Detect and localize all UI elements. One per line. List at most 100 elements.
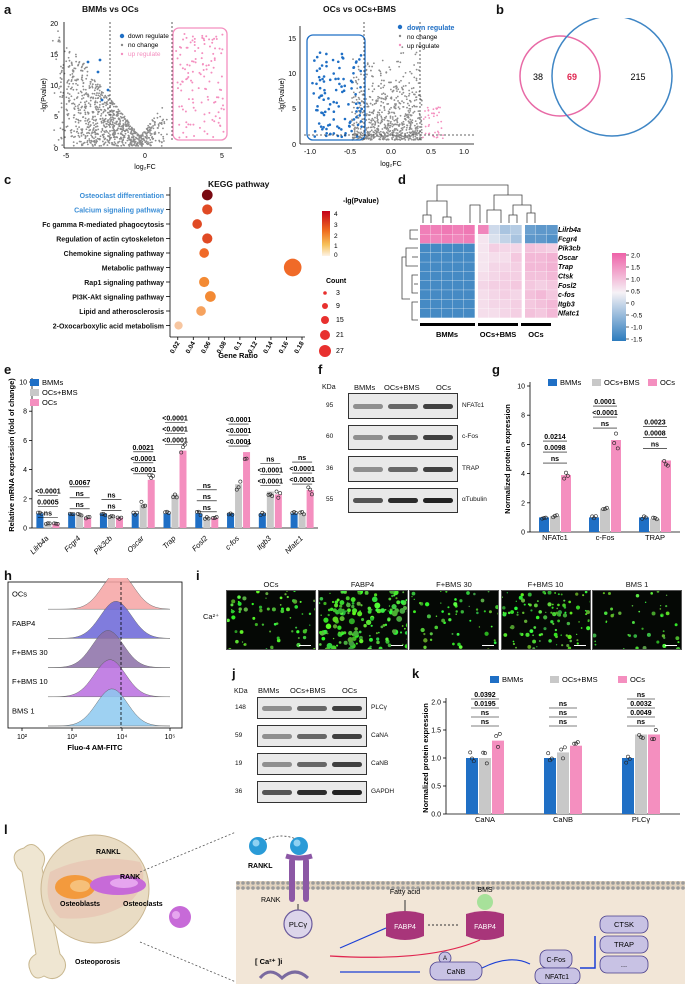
- point-down: [347, 103, 350, 106]
- data-point: [181, 445, 185, 449]
- point-nochange: [60, 106, 63, 109]
- heat-cell: [511, 252, 522, 262]
- point-down: [355, 110, 358, 113]
- point-down: [325, 127, 328, 131]
- point-up: [207, 98, 210, 101]
- membrane-lipid: [371, 881, 375, 885]
- point-nochange: [100, 144, 103, 147]
- heat-cell: [464, 280, 475, 290]
- kegg-xtick: 0.06: [200, 340, 213, 355]
- point-down: [350, 129, 353, 133]
- protein-band: [332, 762, 362, 767]
- point-down: [323, 110, 327, 114]
- point-nochange: [140, 137, 143, 139]
- point-nochange: [372, 131, 375, 133]
- point-nochange: [415, 77, 418, 80]
- point-nochange: [88, 138, 91, 140]
- point-down: [318, 67, 322, 70]
- point-down: [347, 124, 351, 128]
- rankl-label: RANKL: [248, 863, 273, 870]
- membrane-lipid: [321, 881, 325, 885]
- point-nochange: [86, 74, 89, 77]
- point-nochange: [86, 120, 89, 122]
- point-nochange: [389, 88, 392, 91]
- point-nochange: [391, 111, 393, 114]
- panel-label-h: h: [4, 568, 12, 583]
- point-nochange: [75, 79, 78, 82]
- point-nochange: [399, 114, 402, 117]
- point-nochange: [98, 138, 100, 141]
- point-nochange: [394, 118, 397, 121]
- membrane-lipid: [311, 881, 315, 885]
- membrane-lipid: [471, 881, 475, 885]
- membrane-lipid: [646, 886, 650, 890]
- point-nochange: [382, 97, 385, 100]
- protein-band: [423, 435, 453, 441]
- point-nochange: [78, 103, 81, 106]
- point-nochange: [136, 138, 139, 140]
- molecular-weight: 95: [326, 401, 334, 409]
- point-nochange: [73, 98, 76, 101]
- heat-cell: [547, 290, 558, 300]
- point-nochange: [147, 136, 150, 139]
- point-down: [106, 88, 110, 92]
- point-nochange: [99, 100, 102, 103]
- y-axis-label: -lg(Pvalue): [41, 78, 48, 112]
- point-nochange: [380, 97, 383, 100]
- heat-cell: [478, 290, 489, 300]
- membrane-lipid: [601, 886, 605, 890]
- up-regulated-box: [172, 27, 228, 141]
- point-nochange: [94, 101, 96, 104]
- point-nochange: [415, 68, 418, 71]
- membrane-lipid: [646, 881, 650, 885]
- point-nochange: [122, 129, 125, 132]
- heat-cell: [420, 290, 431, 300]
- point-nochange: [417, 94, 420, 97]
- calcium-image-grid: OCs FABP4 F+BMS 30 F+BMS 10 BMS 1: [226, 580, 682, 652]
- point-nochange: [405, 129, 408, 131]
- point-nochange: [157, 123, 160, 126]
- point-nochange: [84, 119, 87, 122]
- point-nochange: [384, 126, 387, 128]
- point-nochange: [415, 96, 417, 99]
- point-down: [331, 58, 335, 62]
- point-up: [192, 60, 195, 63]
- point-nochange: [357, 78, 360, 81]
- kegg-count-title: Count: [326, 278, 347, 285]
- heat-cell: [420, 243, 431, 253]
- point-nochange: [130, 144, 133, 146]
- point-nochange: [120, 116, 123, 119]
- point-up: [187, 76, 190, 79]
- point-up: [184, 110, 187, 113]
- point-nochange: [405, 98, 408, 101]
- point-nochange: [103, 125, 106, 128]
- calcineurin-a-label: A: [443, 956, 447, 962]
- point-nochange: [84, 88, 87, 91]
- kda-label-j: KDa: [234, 688, 248, 695]
- osteoclasts-label: Osteoclasts: [123, 901, 163, 908]
- point-nochange: [67, 85, 70, 88]
- point-nochange: [409, 132, 412, 135]
- point-up: [178, 105, 181, 108]
- bar: [243, 452, 251, 528]
- point-nochange: [94, 144, 96, 146]
- point-nochange: [400, 132, 403, 135]
- point-nochange: [379, 138, 381, 141]
- membrane-lipid: [666, 886, 670, 890]
- xtick: -0.5: [344, 149, 356, 156]
- point-nochange: [86, 126, 89, 129]
- point-nochange: [93, 124, 96, 127]
- point-nochange: [394, 135, 397, 137]
- point-nochange: [372, 82, 374, 85]
- kegg-xtick: 0.1: [233, 340, 244, 352]
- heat-cell: [489, 252, 500, 262]
- heat-cell: [489, 308, 500, 318]
- rank-label: RANK: [261, 897, 281, 904]
- point-nochange: [85, 122, 87, 125]
- point-nochange: [413, 99, 416, 102]
- point-up: [212, 66, 215, 69]
- point-up: [221, 97, 224, 100]
- point-nochange: [392, 89, 395, 92]
- point-up: [440, 127, 443, 130]
- point-nochange: [60, 81, 62, 84]
